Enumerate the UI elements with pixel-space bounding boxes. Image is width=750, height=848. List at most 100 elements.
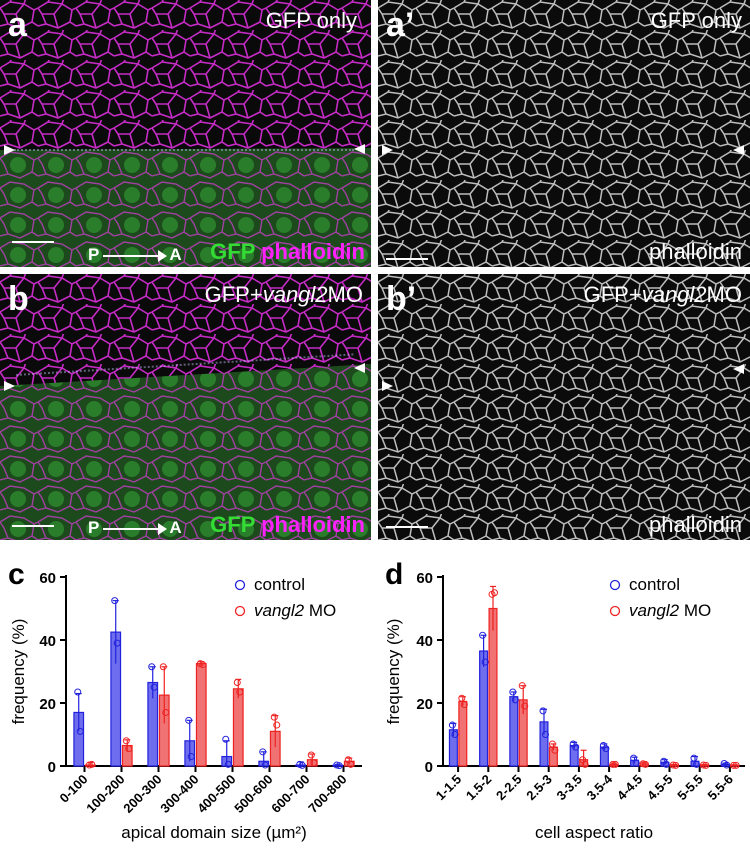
data-point	[539, 707, 547, 715]
data-point	[298, 761, 306, 769]
data-point	[88, 760, 96, 768]
boundary-arrowhead-left	[382, 381, 393, 391]
data-point	[185, 716, 193, 724]
data-point	[159, 663, 167, 671]
phalloidin-label: phalloidin	[649, 239, 742, 264]
panel-title: GFP only	[265, 8, 357, 33]
data-point	[611, 760, 619, 768]
x-tick-label: 200-300	[120, 772, 164, 816]
data-point	[699, 761, 707, 769]
y-tick-label: 40	[416, 633, 433, 650]
bar-control	[509, 696, 519, 767]
y-axis-label: frequency (%)	[9, 619, 28, 725]
bar-control	[479, 650, 489, 767]
boundary-arrowhead-right	[733, 145, 744, 155]
x-tick-label: 4-4.5	[614, 772, 646, 804]
scale-bar	[386, 526, 428, 528]
y-tick-label: 40	[39, 633, 56, 650]
data-point	[632, 759, 640, 767]
panel-a-micrograph	[0, 0, 371, 267]
panel-letter: b’	[386, 280, 417, 318]
panel-title: GFP+vangl2MO	[584, 284, 742, 306]
panel-letter: a’	[386, 6, 415, 44]
data-point	[335, 762, 343, 770]
data-point	[270, 713, 278, 721]
data-point	[491, 589, 499, 597]
title-prefix: GFP+	[583, 282, 642, 307]
x-tick-label: 1-1.5	[433, 772, 465, 804]
legend-gene-suffix: MO	[304, 601, 336, 620]
data-point	[479, 631, 487, 639]
chart-c: c 0 20 40 60 frequency (%) 0-100100-200200-300…	[8, 558, 362, 842]
data-point	[692, 760, 700, 768]
legend-label-vangl2: vangl2 MO	[629, 601, 711, 620]
data-point	[690, 754, 698, 762]
data-point	[148, 663, 156, 671]
y-tick-label: 20	[416, 696, 433, 713]
data-point	[581, 760, 589, 768]
gfp-label: GFP	[210, 512, 255, 537]
legend-gene-name: vangl2	[254, 601, 305, 620]
panel-title: GFP only	[650, 8, 742, 33]
data-point	[111, 597, 119, 605]
data-point	[273, 721, 281, 729]
x-axis-label: cell aspect ratio	[535, 823, 653, 842]
panel-a-prime-micrograph	[378, 0, 750, 267]
x-tick-label: 5-5.5	[674, 772, 706, 804]
legend-marker-control	[234, 579, 246, 591]
boundary-arrowhead-right	[733, 364, 744, 374]
boundary-arrowhead-left	[4, 381, 15, 391]
x-tick-label: 5.5-6	[704, 772, 736, 804]
stain-legend: GFP phalloidin	[210, 241, 365, 263]
x-tick-label: 1.5-2	[463, 772, 495, 804]
data-point	[236, 688, 244, 696]
legend-marker-vangl2	[234, 605, 246, 617]
posterior-label: P	[88, 245, 100, 264]
y-tick-label: 0	[425, 759, 433, 776]
data-point	[199, 661, 207, 669]
data-point	[150, 683, 158, 691]
data-point	[187, 753, 195, 761]
panel-b-micrograph	[0, 274, 371, 540]
legend-marker-control	[609, 579, 621, 591]
x-tick-label: 4.5-5	[644, 772, 676, 804]
y-tick-label: 0	[48, 759, 56, 776]
data-point	[233, 679, 241, 687]
boundary-arrowhead-right	[354, 363, 365, 373]
data-point	[669, 761, 677, 769]
boundary-arrowhead-right	[354, 144, 365, 154]
panel-title: GFP+vangl2MO	[205, 284, 363, 306]
data-point	[551, 746, 559, 754]
x-axis-label: apical domain size (µm²)	[121, 823, 307, 842]
title-suffix: MO	[327, 282, 363, 307]
legend-gene-suffix: MO	[679, 601, 711, 620]
x-tick-label: 400-500	[194, 772, 238, 816]
bar-vangl2-MO	[195, 663, 207, 767]
legend-gene-name: vangl2	[629, 601, 680, 620]
x-tick-label: 700-800	[305, 772, 349, 816]
bar-vangl2-MO	[232, 688, 244, 767]
y-tick-label: 60	[39, 570, 56, 587]
phalloidin-label: phalloidin	[261, 512, 365, 537]
panel-letter: a	[8, 6, 27, 44]
data-point	[541, 731, 549, 738]
y-axis-label: frequency (%)	[384, 619, 403, 725]
scale-bar	[12, 525, 54, 527]
stain-legend: GFP phalloidin	[210, 514, 365, 536]
data-point	[74, 688, 82, 696]
legend-marker-vangl2	[609, 605, 621, 617]
anterior-label: A	[169, 518, 182, 537]
pa-arrow-icon	[103, 522, 168, 535]
x-tick-label: 500-600	[231, 772, 275, 816]
x-tick-label: 3-3.5	[553, 772, 585, 804]
data-point	[458, 694, 466, 702]
data-point	[448, 721, 456, 729]
chart-d: d 0 20 40 60 frequency (%) 1-1.51.5-22-2.52.5-…	[384, 558, 745, 842]
data-point	[125, 745, 133, 753]
data-point	[702, 761, 710, 769]
x-tick-label: 2-2.5	[493, 772, 525, 804]
x-tick-label: 2.5-3	[523, 772, 555, 804]
